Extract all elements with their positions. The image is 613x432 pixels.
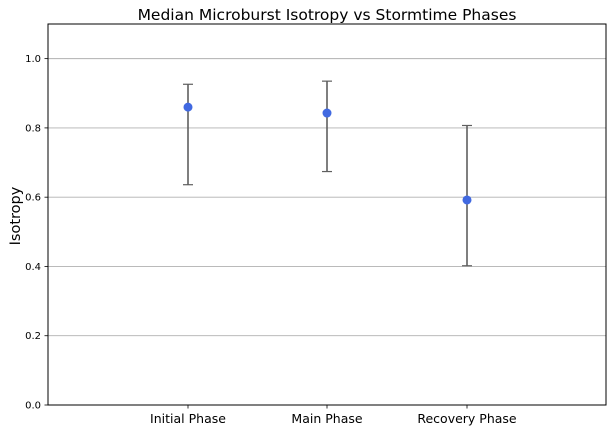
x-tick-label: Main Phase [291,411,362,426]
gridlines [48,58,606,337]
y-tick-label: 0.4 [25,262,41,273]
y-tick-label: 0.0 [25,401,41,412]
x-tick-label: Recovery Phase [417,411,517,426]
x-tick-label: Initial Phase [150,411,226,426]
x-axis-ticks: Initial Phase Main Phase Recovery Phase [150,405,517,426]
y-tick-label: 0.2 [25,331,41,342]
data-point [322,108,332,118]
y-axis-label: Isotropy [8,186,24,245]
y-tick-label: 0.8 [25,123,41,134]
data-point [462,195,472,205]
y-axis-ticks: 0.0 0.2 0.4 0.6 0.8 1.0 [25,54,48,412]
data-points [183,102,472,205]
error-bars [183,80,472,267]
y-tick-label: 1.0 [25,54,41,65]
data-point [183,102,193,112]
y-tick-label: 0.6 [25,193,41,204]
chart-title: Median Microburst Isotropy vs Stormtime … [138,6,517,24]
